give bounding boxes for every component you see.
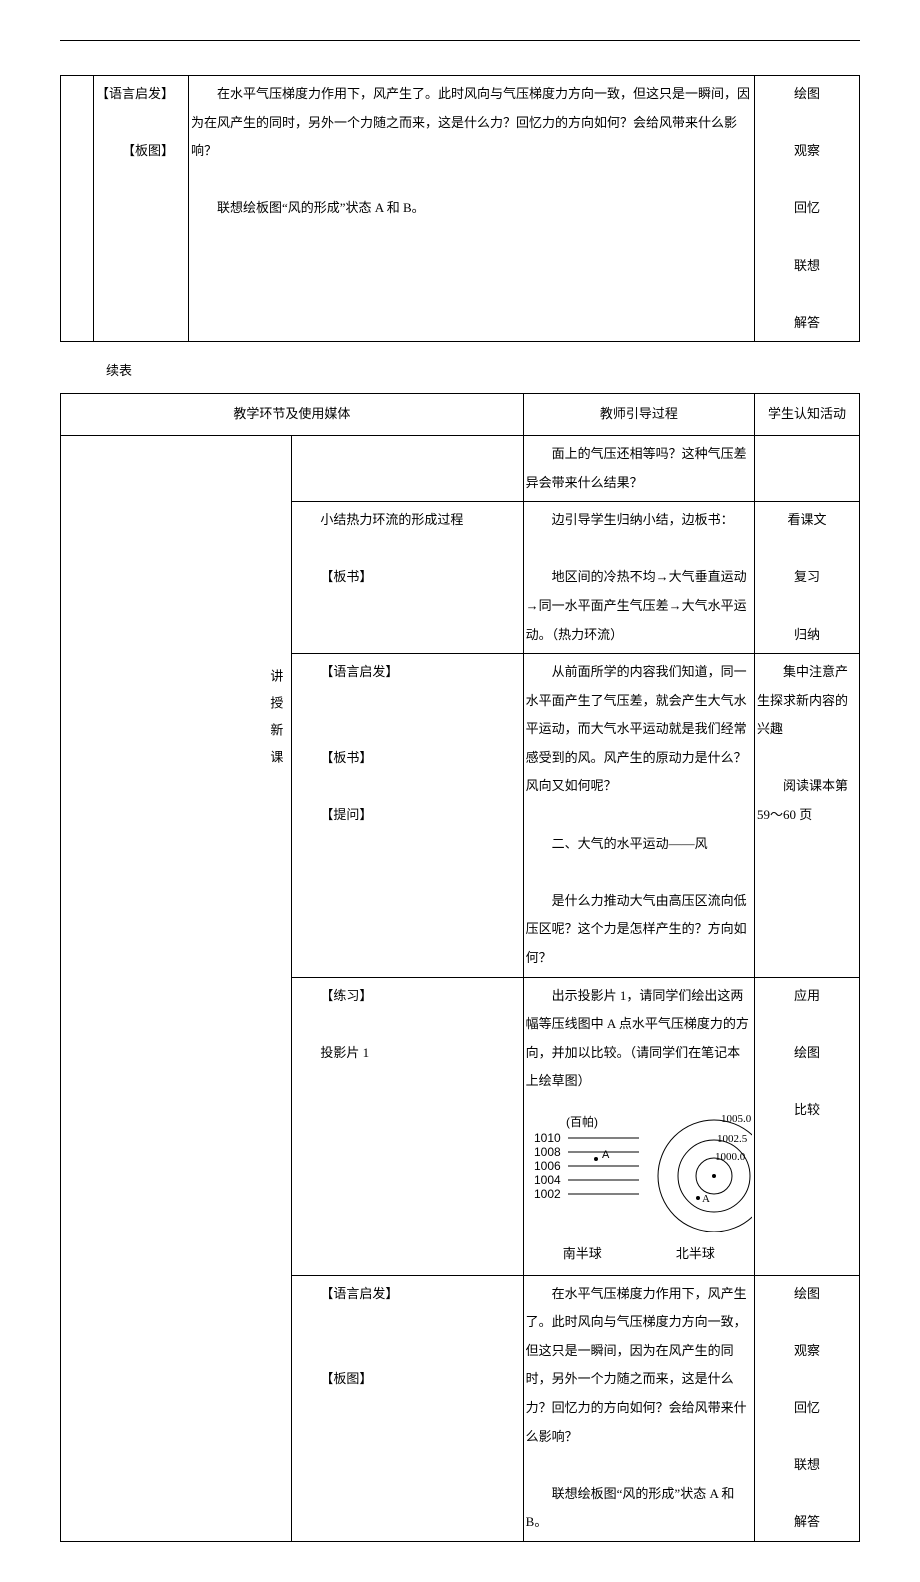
isobar-circle-diagram: 1005.0 1002.5 1000.0 A	[639, 1102, 752, 1232]
teacher-cell: 从前面所学的内容我们知道，同一水平面产生了气压差，就会产生大气水平运动，而大气水…	[523, 654, 754, 978]
student-activity: 解答	[794, 315, 820, 330]
student-activity: 联想	[794, 1457, 820, 1472]
media-cell: 【语言启发】 【板图】	[94, 76, 189, 342]
student-cell: 应用 绘图 比较	[755, 977, 860, 1275]
tick-label: 1008	[534, 1145, 561, 1159]
teacher-paragraph: 出示投影片 1，请同学们绘出这两幅等压线图中 A 点水平气压梯度力的方向，并加以…	[526, 982, 752, 1096]
teacher-paragraph: 在水平气压梯度力作用下，风产生了。此时风向与气压梯度力方向一致，但这只是一瞬间，…	[191, 80, 752, 166]
teacher-cell: 出示投影片 1，请同学们绘出这两幅等压线图中 A 点水平气压梯度力的方向，并加以…	[523, 977, 754, 1275]
header-teacher: 教师引导过程	[523, 394, 754, 436]
media-cell: 小结热力环流的形成过程 【板书】	[292, 502, 523, 654]
continued-label: 续表	[106, 360, 860, 379]
tick-label: 1002	[534, 1187, 561, 1201]
media-text: 【板书】	[294, 563, 520, 592]
tick-label: 1010	[534, 1131, 561, 1145]
teacher-paragraph: 在水平气压梯度力作用下，风产生了。此时风向与气压梯度力方向一致，但这只是一瞬间，…	[526, 1280, 752, 1452]
media-text: 【语言启发】	[294, 658, 520, 687]
teacher-paragraph: 二、大气的水平运动——风	[526, 830, 752, 859]
isobar-line-diagram: (百帕) 1010 1008 1006 1004 1002 A	[526, 1112, 639, 1222]
page-top-rule	[60, 40, 860, 41]
table-row: 【语言启发】 【板图】 在水平气压梯度力作用下，风产生了。此时风向与气压梯度力方…	[61, 76, 860, 342]
student-activity: 归纳	[794, 627, 820, 642]
media-text: 【练习】	[294, 982, 520, 1011]
media-text: 投影片 1	[294, 1039, 520, 1068]
student-activity: 观察	[794, 1343, 820, 1358]
teacher-cell: 在水平气压梯度力作用下，风产生了。此时风向与气压梯度力方向一致，但这只是一瞬间，…	[523, 1275, 754, 1541]
media-cell	[292, 435, 523, 501]
teacher-cell: 边引导学生归纳小结，边板书： 地区间的冷热不均→大气垂直运动→同一水平面产生气压…	[523, 502, 754, 654]
table-header-row: 教学环节及使用媒体 教师引导过程 学生认知活动	[61, 394, 860, 436]
media-cell: 【语言启发】 【板图】	[292, 1275, 523, 1541]
media-text: 【板图】	[294, 1365, 520, 1394]
teacher-cell: 面上的气压还相等吗？这种气压差异会带来什么结果？	[523, 435, 754, 501]
student-activity: 绘图	[794, 86, 820, 101]
stage-cell: 讲授新课	[61, 435, 292, 1541]
circle-label: 1005.0	[721, 1113, 752, 1125]
media-text: 小结热力环流的形成过程	[294, 506, 520, 535]
stage-cell	[61, 76, 94, 342]
teacher-paragraph: 从前面所学的内容我们知道，同一水平面产生了气压差，就会产生大气水平运动，而大气水…	[526, 658, 752, 801]
circle-label: 1002.5	[717, 1133, 748, 1145]
media-cell: 【语言启发】 【板书】 【提问】	[292, 654, 523, 978]
teacher-paragraph: 边引导学生归纳小结，边板书：	[526, 506, 752, 535]
caption-right: 北半球	[676, 1240, 715, 1269]
student-cell: 绘图 观察 回忆 联想 解答	[755, 1275, 860, 1541]
student-activity: 看课文	[787, 512, 826, 527]
teacher-paragraph: 地区间的冷热不均→大气垂直运动→同一水平面产生气压差→大气水平运动。（热力环流）	[526, 563, 752, 649]
lesson-table-main: 教学环节及使用媒体 教师引导过程 学生认知活动 讲授新课 面上的气压还相等吗？这…	[60, 393, 860, 1542]
student-activity: 回忆	[794, 200, 820, 215]
student-activity: 复习	[794, 569, 820, 584]
student-cell: 看课文 复习 归纳	[755, 502, 860, 654]
student-activity: 观察	[794, 143, 820, 158]
tick-label: 1006	[534, 1159, 561, 1173]
teacher-paragraph: 面上的气压还相等吗？这种气压差异会带来什么结果？	[526, 440, 752, 497]
lesson-table-fragment-top: 【语言启发】 【板图】 在水平气压梯度力作用下，风产生了。此时风向与气压梯度力方…	[60, 75, 860, 342]
unit-label: (百帕)	[566, 1114, 598, 1129]
student-activity: 绘图	[794, 1286, 820, 1301]
teacher-paragraph: 联想绘板图“风的形成”状态 A 和 B。	[191, 194, 752, 223]
media-cell: 【练习】 投影片 1	[292, 977, 523, 1275]
student-activity: 解答	[794, 1514, 820, 1529]
student-activity: 回忆	[794, 1400, 820, 1415]
media-text: 【语言启发】	[294, 1280, 520, 1309]
media-item: 【板图】	[96, 137, 186, 166]
student-activity: 比较	[794, 1102, 820, 1117]
center-dot	[712, 1174, 716, 1178]
student-activity: 绘图	[794, 1045, 820, 1060]
student-activity: 联想	[794, 258, 820, 273]
media-item: 【语言启发】	[96, 86, 174, 101]
diagram-captions: 南半球 北半球	[526, 1234, 752, 1271]
teacher-paragraph: 联想绘板图“风的形成”状态 A 和 B。	[526, 1480, 752, 1537]
student-cell: 集中注意产生探求新内容的兴趣 阅读课本第 59～60 页	[755, 654, 860, 978]
point-a-label: A	[702, 1193, 710, 1205]
student-activity: 集中注意产生探求新内容的兴趣	[757, 658, 857, 744]
media-text: 【提问】	[294, 801, 520, 830]
point-a-marker	[594, 1157, 598, 1161]
student-activity: 应用	[794, 988, 820, 1003]
media-text: 【板书】	[294, 744, 520, 773]
pressure-diagram: (百帕) 1010 1008 1006 1004 1002 A	[526, 1096, 752, 1234]
stage-label: 讲授新课	[63, 669, 289, 777]
header-student: 学生认知活动	[755, 394, 860, 436]
caption-left: 南半球	[563, 1240, 602, 1269]
header-media: 教学环节及使用媒体	[61, 394, 524, 436]
tick-label: 1004	[534, 1173, 561, 1187]
table-row: 讲授新课 面上的气压还相等吗？这种气压差异会带来什么结果？	[61, 435, 860, 501]
teacher-paragraph: 是什么力推动大气由高压区流向低压区呢？这个力是怎样产生的？方向如何？	[526, 887, 752, 973]
point-a-marker	[696, 1196, 700, 1200]
student-cell	[755, 435, 860, 501]
student-activity: 阅读课本第 59～60 页	[757, 772, 857, 829]
teacher-cell: 在水平气压梯度力作用下，风产生了。此时风向与气压梯度力方向一致，但这只是一瞬间，…	[189, 76, 755, 342]
circle-label: 1000.0	[715, 1151, 746, 1163]
point-a-label: A	[602, 1149, 610, 1161]
student-cell: 绘图 观察 回忆 联想 解答	[755, 76, 860, 342]
